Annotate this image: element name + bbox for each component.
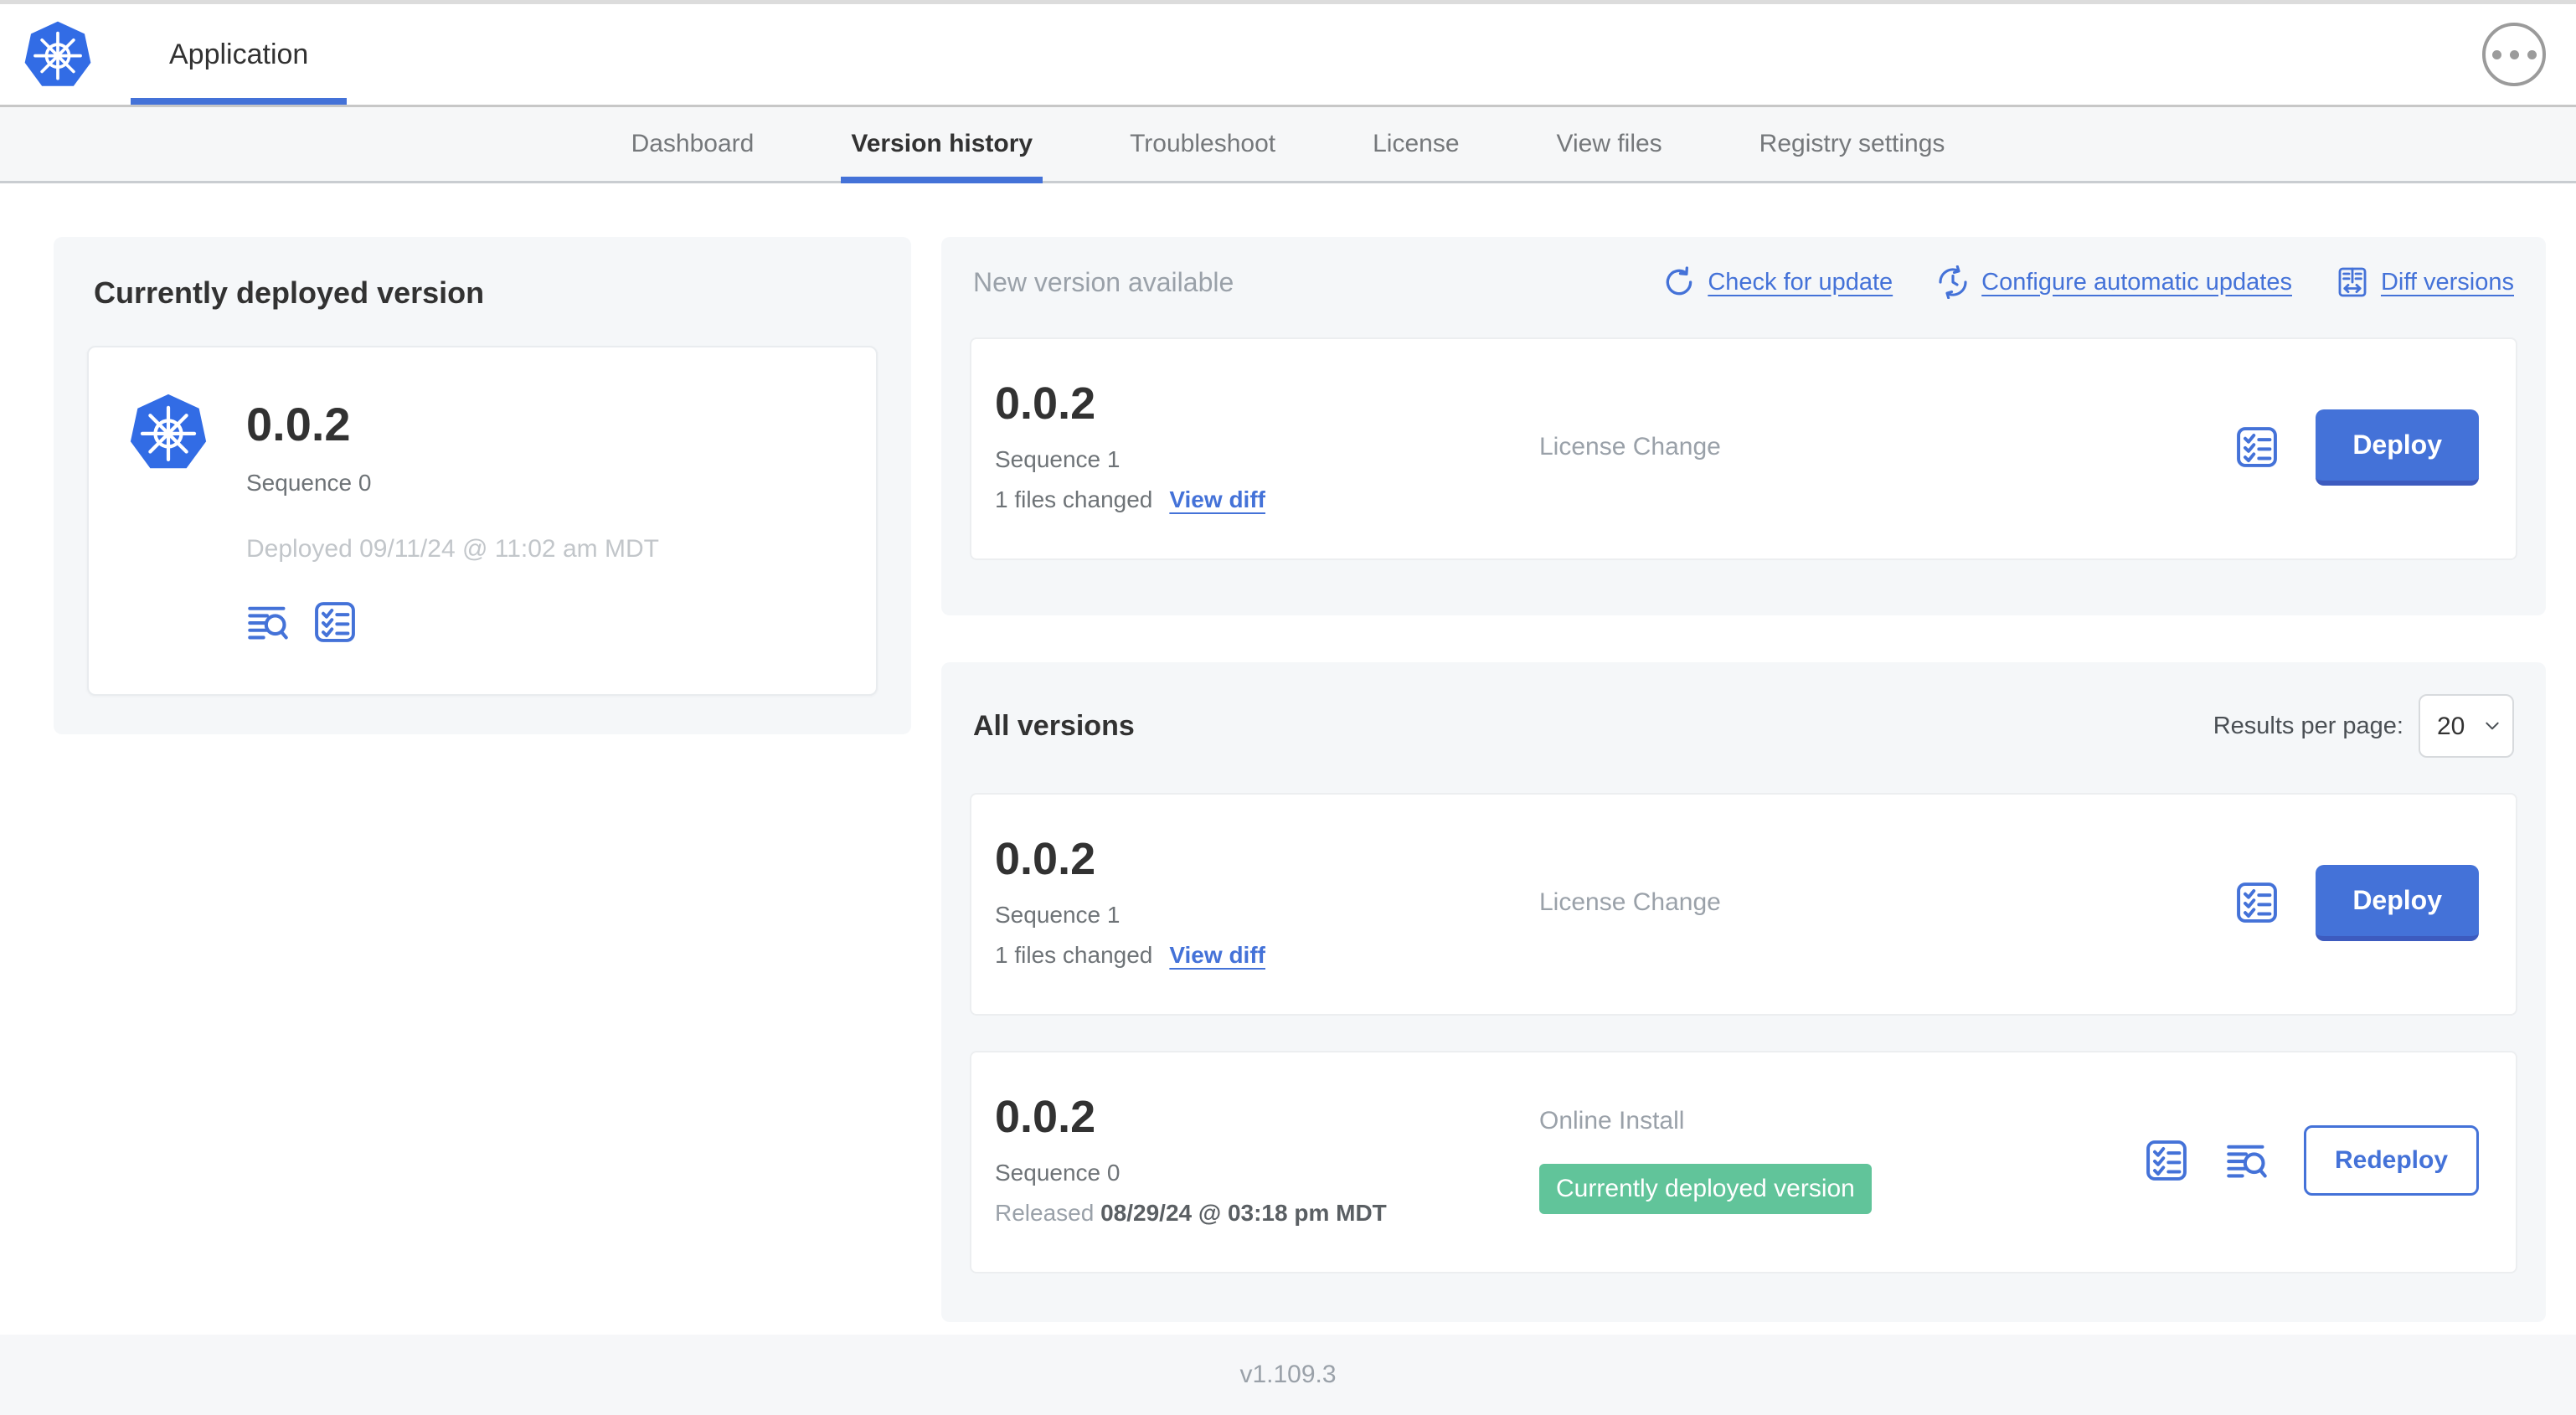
view-deploy-logs-button[interactable] — [2225, 1139, 2269, 1182]
version-number: 0.0.2 — [995, 1092, 1096, 1142]
view-diff-link[interactable]: View diff — [1169, 486, 1265, 512]
active-tab-indicator — [131, 98, 348, 105]
diff-versions-link[interactable]: Diff versions — [2336, 265, 2514, 299]
refresh-icon — [1666, 266, 1692, 296]
current-version-info: 0.0.2 Sequence 0 Deployed 09/11/24 @ 11:… — [246, 393, 659, 646]
currently-deployed-card: 0.0.2 Sequence 0 Deployed 09/11/24 @ 11:… — [87, 346, 878, 696]
clock-refresh-icon — [1939, 265, 1967, 299]
tab-view-files[interactable]: View files — [1556, 130, 1662, 157]
version-source-column: License Change — [1539, 888, 2233, 917]
version-source-column: Online Install Currently deployed versio… — [1539, 1107, 2143, 1214]
diff-icon — [2338, 267, 2367, 297]
version-source-column: License Change — [1539, 433, 2233, 461]
results-per-page-label: Results per page: — [2213, 712, 2403, 739]
currently-deployed-heading: Currently deployed version — [94, 275, 485, 310]
view-preflight-checks-button[interactable] — [2233, 879, 2280, 926]
version-source: License Change — [1539, 888, 1721, 916]
deploy-button[interactable]: Deploy — [2316, 409, 2479, 486]
configure-automatic-updates-link[interactable]: Configure automatic updates — [1936, 265, 2292, 299]
kubernetes-logo-icon — [23, 20, 92, 88]
files-changed-row: 1 files changed View diff — [995, 486, 1539, 513]
all-versions-header: All versions Results per page: 20 — [970, 694, 2517, 758]
version-source: License Change — [1539, 433, 1721, 461]
current-deployed-timestamp: Deployed 09/11/24 @ 11:02 am MDT — [246, 535, 659, 563]
new-version-card: 0.0.2 Sequence 1 1 files changed View di… — [970, 337, 2517, 560]
current-sequence: Sequence 0 — [246, 470, 372, 496]
version-actions: Deploy — [2233, 864, 2479, 941]
version-number: 0.0.2 — [995, 378, 1096, 429]
version-sequence: Sequence 1 — [995, 446, 1121, 472]
results-per-page: Results per page: 20 — [2213, 694, 2514, 758]
window-top-edge — [0, 0, 2576, 4]
tab-dashboard[interactable]: Dashboard — [631, 130, 755, 157]
update-links: Check for update Configure automatic upd… — [1662, 265, 2514, 299]
logs-icon — [2225, 1139, 2269, 1182]
app-footer: v1.109.3 — [0, 1335, 2576, 1415]
console-version: v1.109.3 — [1239, 1361, 1337, 1388]
new-version-title: New version available — [973, 266, 1234, 297]
version-number: 0.0.2 — [995, 834, 1096, 884]
new-version-header: New version available Check for update C… — [970, 265, 2517, 299]
kubernetes-logo-icon — [129, 393, 208, 471]
ellipsis-icon — [2491, 49, 2537, 59]
results-per-page-select-wrap: 20 — [2419, 694, 2514, 758]
version-row: 0.0.2 Sequence 0 Released 08/29/24 @ 03:… — [970, 1051, 2517, 1274]
version-sequence: Sequence 1 — [995, 902, 1121, 928]
released-row: Released 08/29/24 @ 03:18 pm MDT — [995, 1200, 1539, 1227]
logs-icon — [246, 600, 290, 644]
version-sequence: Sequence 0 — [995, 1160, 1121, 1186]
view-deploy-logs-button[interactable] — [246, 600, 290, 644]
released-date: 08/29/24 @ 03:18 pm MDT — [1100, 1200, 1387, 1226]
active-tab-underline — [841, 177, 1043, 183]
tab-registry-settings[interactable]: Registry settings — [1759, 130, 1945, 157]
checklist-icon — [2146, 1140, 2187, 1181]
currently-deployed-badge: Currently deployed version — [1539, 1164, 1872, 1214]
main-content: Currently deployed version 0.0.2 Sequenc… — [0, 183, 2576, 1335]
right-column: New version available Check for update C… — [941, 237, 2546, 1322]
current-version-actions — [246, 599, 659, 646]
files-changed-count: 1 files changed — [995, 942, 1153, 968]
view-preflight-checks-button[interactable] — [2143, 1137, 2190, 1184]
tab-license[interactable]: License — [1373, 130, 1460, 157]
checklist-icon — [2237, 427, 2278, 467]
version-info: 0.0.2 Sequence 1 1 files changed View di… — [995, 381, 1539, 513]
version-actions: Deploy — [2233, 409, 2479, 486]
deploy-button[interactable]: Deploy — [2316, 864, 2479, 941]
app-title: Application — [169, 38, 309, 70]
view-preflight-checks-button[interactable] — [312, 599, 358, 646]
current-version-number: 0.0.2 — [246, 398, 351, 450]
all-versions-panel: All versions Results per page: 20 0.0.2 … — [941, 662, 2546, 1322]
version-info: 0.0.2 Sequence 0 Released 08/29/24 @ 03:… — [995, 1094, 1539, 1227]
redeploy-button[interactable]: Redeploy — [2303, 1125, 2479, 1196]
version-actions: Redeploy — [2143, 1125, 2479, 1196]
files-changed-count: 1 files changed — [995, 486, 1153, 512]
app-header: Application — [0, 4, 2576, 107]
tab-troubleshoot[interactable]: Troubleshoot — [1130, 130, 1276, 157]
checklist-icon — [2237, 882, 2278, 923]
view-diff-link[interactable]: View diff — [1169, 942, 1265, 968]
all-versions-title: All versions — [973, 709, 1135, 742]
results-per-page-select[interactable]: 20 — [2419, 694, 2514, 758]
view-preflight-checks-button[interactable] — [2233, 424, 2280, 471]
currently-deployed-panel: Currently deployed version 0.0.2 Sequenc… — [54, 237, 911, 734]
app-subnav: Dashboard Version history Troubleshoot L… — [0, 107, 2576, 183]
checklist-icon — [315, 602, 355, 642]
version-source: Online Install — [1539, 1107, 1685, 1135]
more-options-button[interactable] — [2482, 23, 2546, 86]
new-version-panel: New version available Check for update C… — [941, 237, 2546, 615]
app-tab-application[interactable]: Application — [131, 4, 348, 105]
version-info: 0.0.2 Sequence 1 1 files changed View di… — [995, 836, 1539, 969]
check-for-update-link[interactable]: Check for update — [1662, 265, 1893, 299]
files-changed-row: 1 files changed View diff — [995, 942, 1539, 969]
version-row: 0.0.2 Sequence 1 1 files changed View di… — [970, 793, 2517, 1016]
released-label: Released — [995, 1200, 1095, 1226]
tab-version-history[interactable]: Version history — [802, 107, 1081, 183]
